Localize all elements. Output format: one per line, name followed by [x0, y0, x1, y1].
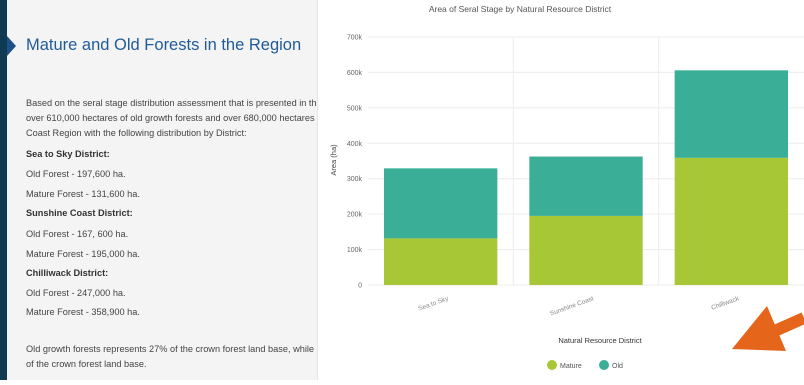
footer-text-line-1: Old growth forests represents 27% of the…: [26, 344, 315, 354]
bar-mature-chilliwack: [674, 157, 789, 285]
x-tick-label: Sunshine Coast: [549, 295, 595, 317]
y-axis-label: Area (ha): [329, 144, 338, 176]
left-edge-bar: [0, 0, 7, 380]
y-axis-ticks: 0 100k 200k 300k 400k 500k 600k 700k: [347, 35, 363, 290]
district-mature-sea-to-sky: Mature Forest - 131,600 ha.: [26, 189, 140, 199]
x-tick-label: Chilliwack: [710, 295, 740, 312]
district-heading-sea-to-sky: Sea to Sky District:: [26, 149, 110, 159]
bar-old-chilliwack: [674, 70, 789, 158]
legend-label-mature: Mature: [560, 363, 582, 370]
article-pane: [7, 0, 317, 380]
y-tick-label: 400k: [347, 141, 363, 148]
y-tick-label: 100k: [347, 247, 363, 254]
legend-swatch-mature: [547, 360, 557, 370]
x-tick-label: Sea to Sky: [417, 295, 450, 313]
legend-label-old: Old: [612, 363, 623, 370]
stacked-bar-chart: Area of Seral Stage by Natural Resource …: [329, 4, 804, 370]
y-tick-label: 0: [358, 283, 362, 290]
district-old-sunshine-coast: Old Forest - 167, 600 ha.: [26, 229, 129, 239]
intro-text-line-3: Coast Region with the following distribu…: [26, 128, 247, 138]
district-mature-chilliwack: Mature Forest - 358,900 ha.: [26, 307, 140, 317]
y-tick-label: 200k: [347, 212, 363, 219]
district-old-sea-to-sky: Old Forest - 197,600 ha.: [26, 169, 126, 179]
bar-old-sea-to-sky: [383, 168, 498, 239]
chart-pane: Area of Seral Stage by Natural Resource …: [318, 0, 804, 380]
district-old-chilliwack: Old Forest - 247,000 ha.: [26, 288, 126, 298]
district-heading-sunshine-coast: Sunshine Coast District:: [26, 208, 133, 218]
intro-text-line-2: over 610,000 hectares of old growth fore…: [26, 113, 315, 123]
intro-text-line-1: Based on the seral stage distribution as…: [26, 98, 317, 108]
chart-title: Area of Seral Stage by Natural Resource …: [429, 4, 612, 14]
footer-text-line-2: of the crown forest land base.: [26, 359, 147, 369]
district-mature-sunshine-coast: Mature Forest - 195,000 ha.: [26, 249, 140, 259]
chart-legend: Mature Old: [547, 360, 623, 370]
section-title: Mature and Old Forests in the Region: [26, 36, 302, 54]
y-tick-label: 700k: [347, 35, 363, 42]
y-tick-label: 500k: [347, 105, 363, 112]
chart-bars: [383, 70, 789, 285]
x-axis-ticks: Sea to Sky Sunshine Coast Chilliwack: [417, 295, 740, 318]
x-axis-label: Natural Resource District: [558, 336, 642, 345]
district-heading-chilliwack: Chilliwack District:: [26, 268, 109, 278]
bar-mature-sunshine-coast: [529, 215, 643, 285]
y-tick-label: 300k: [347, 176, 363, 183]
legend-swatch-old: [599, 360, 609, 370]
title-marker-icon: [7, 36, 16, 56]
bar-old-sunshine-coast: [529, 156, 643, 216]
bar-mature-sea-to-sky: [383, 238, 498, 285]
y-tick-label: 600k: [347, 70, 363, 77]
pane-divider: [317, 0, 318, 380]
arrow-icon: [732, 306, 804, 351]
